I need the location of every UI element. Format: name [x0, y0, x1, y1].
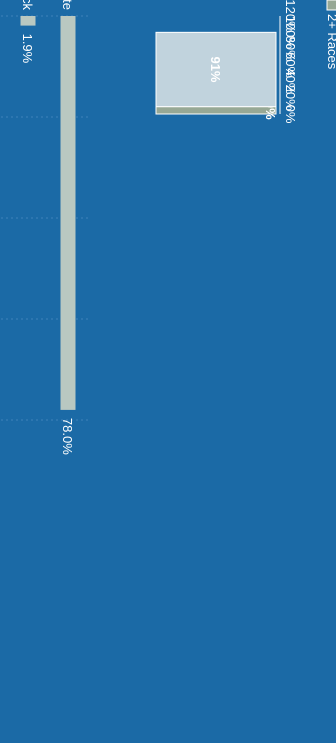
legend-label: 2+ Races [325, 14, 336, 70]
bars [20, 16, 76, 410]
stack-segment [155, 106, 277, 115]
data-label: 78.0% [60, 418, 75, 455]
legend-swatch [326, 0, 336, 11]
race-bar-chart: WhiteBlackAmerican IndianAsianPacific Is… [0, 0, 88, 455]
y-tick-label: 20% [283, 85, 298, 111]
stack-data-label: 91% [208, 56, 223, 82]
y-tick-label: 0% [283, 105, 298, 124]
y-tick-label: 60% [283, 52, 298, 78]
y-tick-label: 40% [283, 68, 298, 94]
y-tick-label: 100% [283, 16, 298, 50]
data-labels: 78.0%1.9%0.4%6.2%0.0%4.2%9.4% [20, 34, 75, 456]
category-label: White [60, 0, 75, 10]
y-tick-labels: 0%20%40%60%80%100%120% [279, 0, 298, 124]
stacked-percent-chart: 0%20%40%60%80%100%120% 9%91% 2+ Races [155, 0, 336, 124]
stack-segment [155, 31, 277, 108]
category-label: Black [20, 0, 35, 10]
stacked-bars: 9%91% [155, 31, 278, 120]
data-label: 1.9% [20, 34, 35, 64]
category-labels: WhiteBlackAmerican IndianAsianPacific Is… [20, 0, 75, 10]
bar [20, 16, 36, 26]
bar [60, 16, 76, 410]
y-tick-label: 80% [283, 36, 298, 62]
y-tick-label: 120% [283, 0, 298, 33]
grid-lines [0, 15, 88, 421]
legend: 2+ Races [325, 0, 336, 70]
